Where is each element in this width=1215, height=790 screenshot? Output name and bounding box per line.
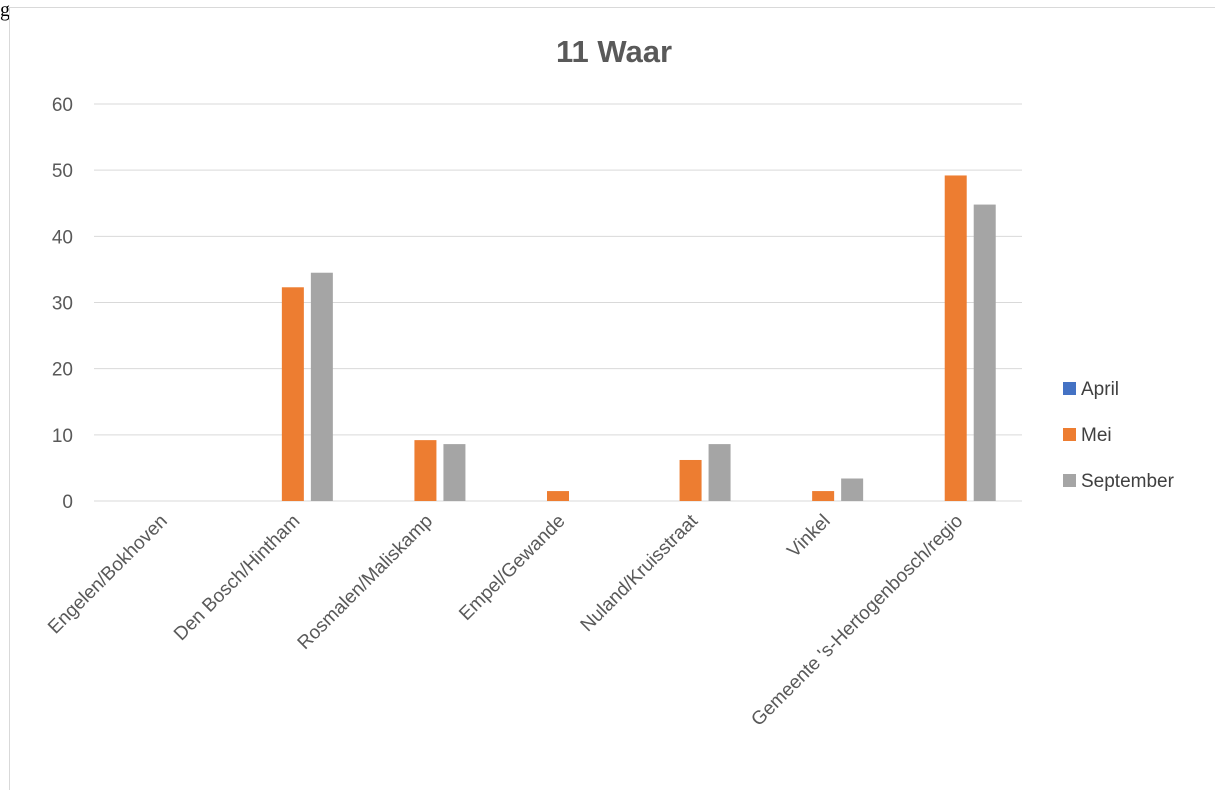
legend: April Mei September [1063,379,1175,492]
legend-swatch-april [1063,382,1076,395]
bar-mei-4 [679,459,702,501]
bar-september-5 [841,478,864,501]
category-label: Empel/Gewande [455,511,569,625]
y-tick-label: 50 [52,161,73,182]
gridlines [94,103,1022,502]
chart-frame [9,7,1215,790]
legend-swatch-september [1063,474,1076,487]
y-tick-label: 20 [52,360,73,381]
bar-september-6 [973,204,996,501]
legend-label-mei: Mei [1081,425,1112,446]
bar-mei-2 [414,440,437,501]
y-tick-label: 60 [52,95,73,116]
category-label: Engelen/Bokhoven [44,511,172,639]
bar-mei-1 [281,287,304,501]
chart-title: 11 Waar [556,34,672,69]
legend-label-september: September [1081,471,1175,492]
y-tick-label: 40 [52,227,73,248]
legend-swatch-mei [1063,428,1076,441]
page-letter: g [0,0,10,21]
bars [281,175,996,501]
bar-mei-5 [812,491,835,501]
y-tick-label: 0 [62,492,73,513]
bar-mei-6 [944,175,967,501]
category-label: Gemeente 's-Hertogenbosch/regio [747,511,967,731]
category-label: Den Bosch/Hintham [170,511,304,645]
category-label: Vinkel [783,511,834,562]
bar-september-4 [708,444,731,501]
y-axis-ticks: 0 10 20 30 40 50 60 [52,95,73,513]
legend-label-april: April [1081,379,1119,400]
y-tick-label: 10 [52,426,73,447]
bar-september-1 [310,272,333,501]
y-tick-label: 30 [52,294,73,315]
bar-mei-3 [547,491,569,501]
bar-september-2 [443,444,466,501]
category-label: Nuland/Kruisstraat [577,510,703,636]
category-label: Rosmalen/Maliskamp [294,511,437,654]
